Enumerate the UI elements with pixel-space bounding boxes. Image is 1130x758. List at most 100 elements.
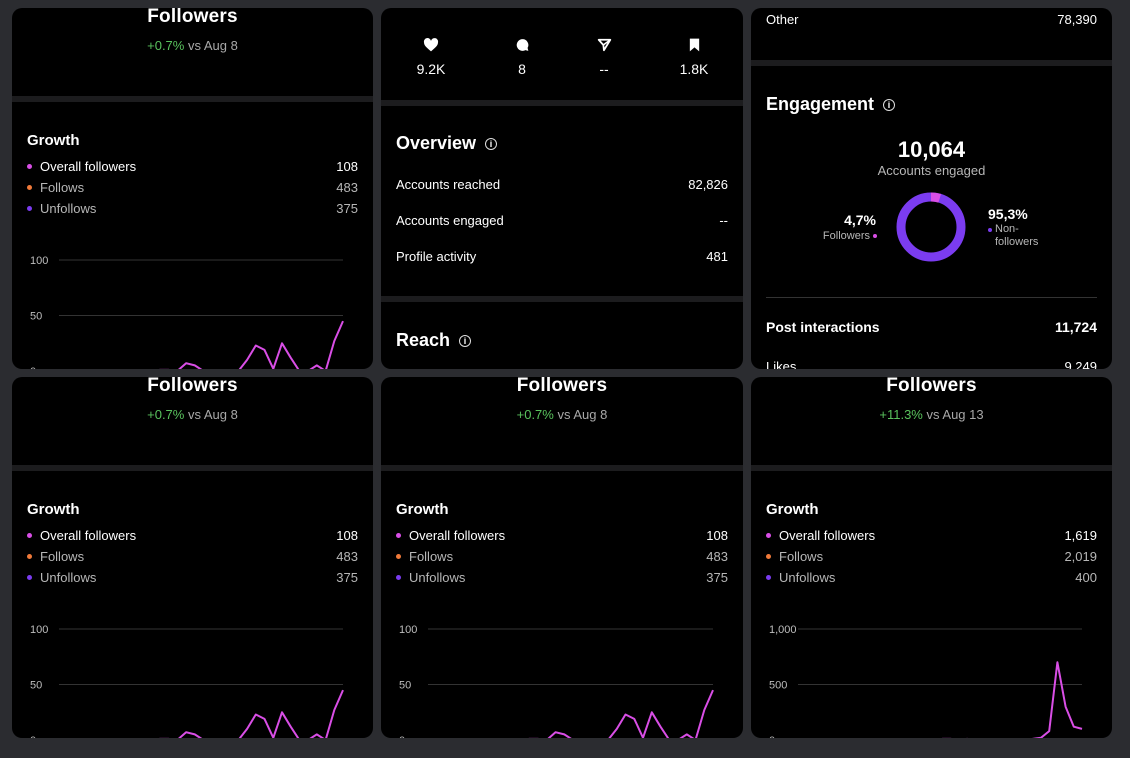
other-label: Other [766,12,799,27]
overview-label: Profile activity [396,249,477,264]
followers-dot [873,234,877,238]
overview-title: Overview [396,133,477,153]
legend-text: Follows [40,549,85,564]
non-followers-label-1: Non- [995,223,1019,235]
growth-chart: 1,000 500 0 [769,624,1083,738]
engagement-card: Other 78,390 Engagement i 10,064 Account… [751,8,1112,369]
engagement-donut [896,192,966,262]
other-row: Other 78,390 [766,12,1097,27]
followers-change: +0.7% vs Aug 8 [12,407,373,422]
legend-text: Follows [779,549,824,564]
y-tick-label: 100 [30,255,48,267]
legend-dot [396,533,401,538]
info-icon[interactable]: i [459,334,472,347]
legend-dot [766,554,771,559]
y-tick-label: 500 [769,680,787,692]
compare-date: vs Aug 8 [187,38,238,53]
engagement-heading: Engagement i [766,94,896,115]
legend-value: 483 [706,549,728,564]
legend-label: Overall followers [27,528,136,543]
legend-label: Unfollows [766,570,835,585]
legend-text: Overall followers [779,528,876,543]
legend-label: Follows [766,549,823,564]
y-tick-label: 100 [30,624,48,636]
legend-label: Unfollows [27,201,96,216]
engaged-label: Accounts engaged [877,163,986,178]
growth-title: Growth [766,501,819,518]
post-insights-card: 9.2K 8 -- 1.8K Overview i Accounts reach… [381,8,743,369]
y-tick-label: 0 [30,735,36,738]
likes-count: 9.2K [416,61,446,77]
followers-line [159,320,344,369]
legend-value: 108 [336,159,358,174]
y-tick-label: 1,000 [769,624,797,636]
legend-dot [766,575,771,580]
section-divider [751,465,1112,471]
legend-label: Follows [27,549,84,564]
legend-value: 483 [336,549,358,564]
growth-legend-row: Follows 483 [396,549,728,564]
followers-change: +0.7% vs Aug 8 [12,38,373,53]
followers-legend: Followers [791,230,877,242]
non-followers-dot [988,228,992,232]
compare-date: vs Aug 8 [557,407,608,422]
legend-value: 375 [706,570,728,585]
legend-value: 375 [336,570,358,585]
shares-count: -- [599,61,609,77]
growth-legend-row: Unfollows 400 [766,570,1097,585]
growth-legend-row: Unfollows 375 [27,570,358,585]
growth-legend-row: Follows 2,019 [766,549,1097,564]
growth-chart: 100 50 0 [30,624,344,738]
legend-value: 2,019 [1064,549,1097,564]
reach-title: Reach [396,330,451,350]
compare-date: vs Aug 13 [926,407,984,422]
y-tick-label: 0 [399,735,405,738]
growth-legend-row: Overall followers 108 [396,528,728,543]
legend-value: 400 [1075,570,1097,585]
legend-text: Follows [409,549,454,564]
comments-count: 8 [518,61,526,77]
legend-dot [27,554,32,559]
y-tick-label: 50 [399,680,411,692]
followers-card: Followers +0.7% vs Aug 8 Growth Overall fol… [12,377,373,738]
change-percent: +11.3% [879,407,923,422]
legend-label: Overall followers [396,528,505,543]
overview-value: 82,826 [688,177,728,192]
followers-legend-label: Followers [822,230,870,242]
overview-label: Accounts engaged [396,213,504,228]
followers-title: Followers [147,8,238,27]
growth-legend-row: Overall followers 108 [27,528,358,543]
legend-text: Unfollows [779,570,836,585]
donut-followers-segment [896,192,966,262]
followers-change: +11.3% vs Aug 13 [751,407,1112,422]
non-followers-pct: 95,3% [988,206,1028,222]
legend-value: 108 [706,528,728,543]
legend-value: 483 [336,180,358,195]
overview-row: Accounts engaged -- [396,213,728,228]
change-percent: +0.7% [147,38,185,53]
legend-dot [27,533,32,538]
legend-text: Overall followers [409,528,506,543]
legend-dot [766,533,771,538]
non-followers-label-2: followers [995,236,1039,248]
heart-icon [423,38,439,52]
y-tick-label: 100 [399,624,417,636]
likes-label: Likes [766,359,797,369]
legend-text: Unfollows [409,570,466,585]
info-icon[interactable]: i [883,98,896,111]
legend-label: Overall followers [27,159,136,174]
legend-text: Unfollows [40,570,97,585]
growth-legend-row: Unfollows 375 [27,201,358,216]
legend-label: Follows [396,549,453,564]
y-tick-label: 0 [769,735,775,738]
overview-row: Profile activity 481 [396,249,728,264]
overview-value: -- [719,213,728,228]
overview-label: Accounts reached [396,177,501,192]
other-value: 78,390 [1057,12,1097,27]
saves-stat: 1.8K [664,38,724,77]
followers-title: Followers [147,377,238,396]
legend-label: Unfollows [27,570,96,585]
legend-dot [396,554,401,559]
info-icon[interactable]: i [485,137,498,150]
overview-value: 481 [706,249,728,264]
